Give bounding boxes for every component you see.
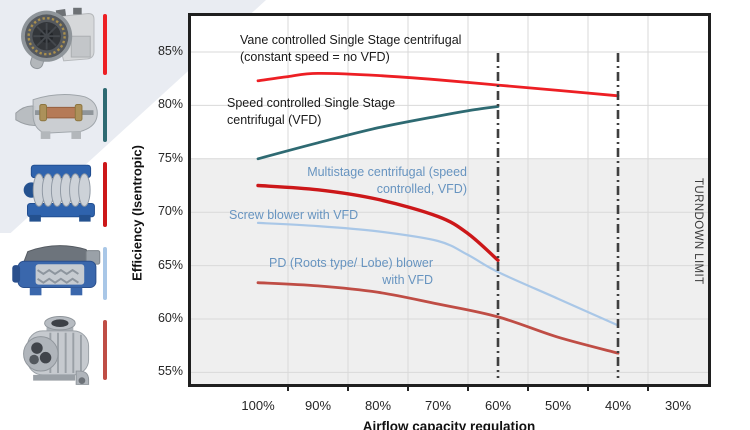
y-tick-label-85%: 85% [157, 44, 183, 58]
series-label-screw-blower: Screw blower with VFD [229, 208, 359, 222]
chart-lines-canvas [191, 16, 708, 384]
series-label-vane-controlled: Vane controlled Single Stage centrifugal… [240, 33, 462, 64]
y-tick-label-55%: 55% [157, 364, 183, 379]
x-axis-tickmark [527, 387, 529, 391]
x-axis-tickmark [587, 387, 589, 391]
screw-blower-cutaway-image [10, 236, 104, 311]
x-axis-tickmark [287, 387, 289, 391]
multistage-centrifugal-blower-image [16, 152, 104, 235]
series-color-bar-vane [103, 14, 107, 75]
x-axis-tickmark [647, 387, 649, 391]
speed-controlled-centrifugal-cutaway-image [12, 80, 104, 155]
series-line-speed-controlled-single-stage-centrifugal-vfd [256, 105, 500, 161]
shaded-efficiency-band [191, 158, 708, 384]
y-tick-label-65%: 65% [157, 257, 183, 272]
x-axis-title: Airflow capacity regulation [362, 419, 536, 430]
x-tick-label-60%: 60% [484, 398, 512, 413]
roots-lobe-blower-image [14, 306, 102, 399]
x-tick-label-90%: 90% [304, 398, 332, 413]
y-tick-label-75%: 75% [157, 150, 183, 165]
series-label-pd-blower: PD (Roots type/ Lobe) blower with VFD [269, 256, 433, 287]
series-line-multistage-centrifugal-speed-controlled-vfd [256, 183, 500, 262]
x-tick-label-30%: 30% [664, 398, 692, 413]
single-stage-turbo-blower-image [14, 4, 102, 81]
y-tick-label-70%: 70% [157, 204, 183, 219]
y-tick-label-60%: 60% [157, 311, 183, 325]
x-tick-label-40%: 40% [604, 398, 632, 413]
x-tick-label-100%: 100% [241, 398, 275, 413]
x-tick-label-80%: 80% [364, 398, 392, 413]
series-label-multistage: Multistage centrifugal (speed controlled… [307, 165, 467, 196]
series-color-bar-pd-roots [103, 320, 107, 380]
x-axis-tickmark [407, 387, 409, 391]
y-tick-label-80%: 80% [157, 97, 183, 112]
x-tick-label-50%: 50% [544, 398, 572, 413]
plot-area: Vane controlled Single Stage centrifugal… [188, 13, 711, 387]
series-color-bar-screw [103, 247, 107, 300]
x-axis-tickmark [467, 387, 469, 391]
x-tick-label-70%: 70% [424, 398, 452, 413]
series-line-screw-blower-with-vfd [256, 221, 620, 327]
series-line-pd-roots-lobe-blower-with-vfd [256, 281, 620, 355]
x-axis-tickmark [347, 387, 349, 391]
series-color-bar-speed-controlled [103, 88, 107, 142]
series-color-bar-multistage [103, 162, 107, 227]
series-label-speed-controlled: Speed controlled Single Stage centrifuga… [227, 96, 396, 127]
turndown-limit-label: TURNDOWN LIMIT [692, 178, 704, 285]
series-line-vane-controlled-single-stage-centrifugal-no-vfd [256, 71, 620, 98]
